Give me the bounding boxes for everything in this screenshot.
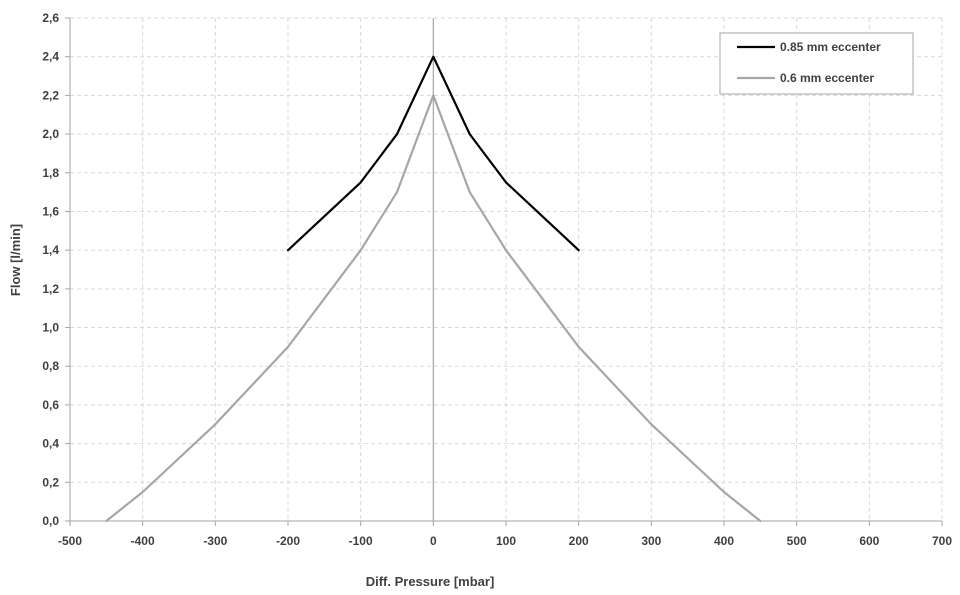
x-tick-label: 600 [859,534,879,548]
x-tick-label: 700 [932,534,952,548]
series-line-0 [286,55,580,252]
x-tick-label: 300 [641,534,661,548]
x-tick-label: 400 [714,534,734,548]
x-tick-label: 0 [430,534,437,548]
x-axis-title: Diff. Pressure [mbar] [366,574,495,589]
axes [65,17,943,526]
y-tick-label: 2,6 [42,11,59,25]
x-tick-label: -100 [349,534,373,548]
y-axis-title: Flow [l/min] [8,224,23,296]
legend: 0.85 mm eccenter 0.6 mm eccenter [719,32,914,95]
y-tick-label: 2,4 [42,50,59,64]
y-tick-label: 0,2 [42,475,59,489]
x-tick-label: -400 [131,534,155,548]
y-tick-label: 2,2 [42,88,59,102]
legend-box [719,32,914,95]
x-tick-label: -200 [276,534,300,548]
y-tick-label: 1,0 [42,321,59,335]
y-tick-label: 1,6 [42,204,59,218]
series-line-1 [105,94,762,523]
x-tick-label: 500 [787,534,807,548]
y-tick-label: 0,6 [42,398,59,412]
y-tick-label: 0,0 [42,514,59,528]
x-tick-label: -500 [58,534,82,548]
x-tick-label: -300 [203,534,227,548]
legend-label-1: 0.6 mm eccenter [780,71,874,85]
y-tick-label: 1,8 [42,166,59,180]
legend-label-0: 0.85 mm eccenter [780,40,881,54]
y-tick-label: 2,0 [42,127,59,141]
series-lines [105,55,762,523]
y-tick-labels: 0,0 0,2 0,4 0,6 0,8 1,0 1,2 1,4 1,6 1,8 2,0 2,2 2,4 2… [42,11,59,528]
y-tick-label: 0,4 [42,437,59,451]
y-tick-label: 1,4 [42,243,59,257]
x-tick-label: 200 [569,534,589,548]
x-tick-labels: -500 -400 -300 -200 -100 0 100 200 300 400 500 600 7… [58,534,952,548]
y-tick-label: 1,2 [42,282,59,296]
x-tick-label: 100 [496,534,516,548]
y-tick-label: 0,8 [42,359,59,373]
